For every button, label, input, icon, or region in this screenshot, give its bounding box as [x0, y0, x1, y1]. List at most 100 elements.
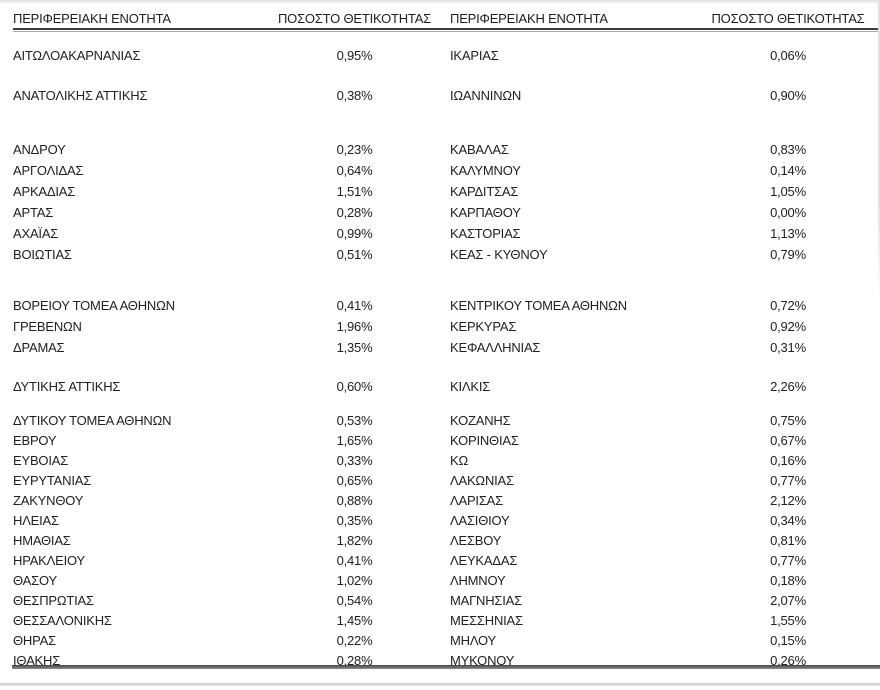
rate-cell: 0,65%	[336, 472, 373, 488]
table-row: ΙΩΑΝΝΙΝΩΝ 0,90%	[450, 75, 878, 115]
rate-cell: 0,33%	[336, 452, 373, 468]
region-cell: ΚΑΣΤΟΡΙΑΣ	[450, 226, 521, 241]
table-row: ΚΕΦΑΛΛΗΝΙΑΣ 0,31%	[450, 337, 878, 358]
region-cell: ΛΕΣΒΟΥ	[450, 532, 502, 548]
table-header-row: ΠΕΡΙΦΕΡΕΙΑΚΗ ΕΝΟΤΗΤΑ ΠΟΣΟΣΤΟ ΘΕΤΙΚΟΤΗΤΑΣ	[450, 0, 878, 33]
region-cell: ΙΩΑΝΝΙΝΩΝ	[450, 87, 522, 103]
table-row: ΖΑΚΥΝΘΟΥ 0,88%	[13, 490, 437, 510]
rate-cell: 0,54%	[336, 592, 373, 608]
row-group: ΙΚΑΡΙΑΣ 0,06% ΙΩΑΝΝΙΝΩΝ 0,90%	[450, 35, 878, 115]
rate-cell: 0,14%	[770, 163, 806, 178]
rate-cell: 2,07%	[770, 592, 806, 608]
region-cell: ΑΝΑΤΟΛΙΚΗΣ ΑΤΤΙΚΗΣ	[13, 87, 148, 103]
region-cell: ΚΟΡΙΝΘΙΑΣ	[450, 432, 519, 448]
region-cell: ΗΜΑΘΙΑΣ	[13, 532, 71, 548]
table-row: ΜΗΛΟΥ 0,15%	[450, 630, 878, 650]
rate-cell: 1,45%	[336, 612, 373, 628]
rate-cell: 0,15%	[770, 632, 806, 648]
table-row: ΚΩ 0,16%	[450, 450, 878, 470]
rate-cell: 0,92%	[770, 319, 806, 334]
row-group: ΔΥΤΙΚΗΣ ΑΤΤΙΚΗΣ 0,60%	[13, 376, 437, 397]
region-cell: ΛΗΜΝΟΥ	[450, 572, 506, 588]
region-cell: ΜΥΚΟΝΟΥ	[450, 652, 515, 668]
row-group: ΑΝΔΡΟΥ 0,23% ΑΡΓΟΛΙΔΑΣ 0,64% ΑΡΚΑΔΙΑΣ 1,…	[13, 139, 437, 265]
table-row: ΚΟΖΑΝΗΣ 0,75%	[450, 410, 878, 430]
rate-cell: 1,55%	[770, 612, 806, 628]
row-group: ΔΥΤΙΚΟΥ ΤΟΜΕΑ ΑΘΗΝΩΝ 0,53% ΕΒΡΟΥ 1,65% Ε…	[13, 410, 437, 670]
rate-cell: 0,60%	[336, 379, 373, 394]
table-row: ΕΥΡΥΤΑΝΙΑΣ 0,65%	[13, 470, 437, 490]
rate-cell: 0,95%	[336, 47, 373, 63]
table-row: ΚΕΡΚΥΡΑΣ 0,92%	[450, 316, 878, 337]
region-cell: ΑΙΤΩΛΟΑΚΑΡΝΑΝΙΑΣ	[13, 47, 141, 63]
region-cell: ΕΒΡΟΥ	[13, 432, 57, 448]
table-row: ΑΧΑΪΑΣ 0,99%	[13, 223, 437, 244]
table-row: ΛΕΣΒΟΥ 0,81%	[450, 530, 878, 550]
header-rule-dark	[13, 28, 878, 30]
region-cell: ΚΙΛΚΙΣ	[450, 379, 491, 394]
rate-cell: 0,72%	[770, 298, 806, 313]
rate-cell: 1,35%	[336, 340, 373, 355]
region-cell: ΓΡΕΒΕΝΩΝ	[13, 319, 82, 334]
table-header-row: ΠΕΡΙΦΕΡΕΙΑΚΗ ΕΝΟΤΗΤΑ ΠΟΣΟΣΤΟ ΘΕΤΙΚΟΤΗΤΑΣ	[13, 0, 437, 33]
region-cell: ΑΡΤΑΣ	[13, 205, 54, 220]
region-cell: ΘΕΣΠΡΩΤΙΑΣ	[13, 592, 94, 608]
rate-cell: 0,22%	[336, 632, 373, 648]
rate-cell: 0,35%	[336, 512, 373, 528]
row-group: ΑΙΤΩΛΟΑΚΑΡΝΑΝΙΑΣ 0,95% ΑΝΑΤΟΛΙΚΗΣ ΑΤΤΙΚΗ…	[13, 35, 437, 115]
region-cell: ΚΑΒΑΛΑΣ	[450, 142, 509, 157]
row-group: ΚΑΒΑΛΑΣ 0,83% ΚΑΛΥΜΝΟΥ 0,14% ΚΑΡΔΙΤΣΑΣ 1…	[450, 139, 878, 265]
rate-cell: 0,88%	[336, 492, 373, 508]
table-row: ΛΑΡΙΣΑΣ 2,12%	[450, 490, 878, 510]
rate-cell: 0,77%	[770, 472, 806, 488]
region-cell: ΚΑΡΔΙΤΣΑΣ	[450, 184, 519, 199]
rate-cell: 2,12%	[770, 492, 806, 508]
row-group: ΒΟΡΕΙΟΥ ΤΟΜΕΑ ΑΘΗΝΩΝ 0,41% ΓΡΕΒΕΝΩΝ 1,96…	[13, 295, 437, 358]
table-pane-left: ΠΕΡΙΦΕΡΕΙΑΚΗ ΕΝΟΤΗΤΑ ΠΟΣΟΣΤΟ ΘΕΤΙΚΟΤΗΤΑΣ…	[13, 0, 437, 670]
table-row: ΚΕΝΤΡΙΚΟΥ ΤΟΜΕΑ ΑΘΗΝΩΝ 0,72%	[450, 295, 878, 316]
table-row: ΚΑΣΤΟΡΙΑΣ 1,13%	[450, 223, 878, 244]
page-top-edge	[0, 0, 880, 3]
rate-column-header: ΠΟΣΟΣΤΟ ΘΕΤΙΚΟΤΗΤΑΣ	[277, 11, 432, 26]
region-cell: ΘΕΣΣΑΛΟΝΙΚΗΣ	[13, 612, 112, 628]
rate-cell: 0,83%	[770, 142, 806, 157]
rate-cell: 0,99%	[336, 226, 373, 241]
rate-cell: 1,82%	[336, 532, 373, 548]
table-pane-right: ΠΕΡΙΦΕΡΕΙΑΚΗ ΕΝΟΤΗΤΑ ΠΟΣΟΣΤΟ ΘΕΤΙΚΟΤΗΤΑΣ…	[450, 0, 878, 670]
region-cell: ΚΑΡΠΑΘΟΥ	[450, 205, 521, 220]
row-group: ΚΙΛΚΙΣ 2,26%	[450, 376, 878, 397]
rate-cell: 1,96%	[336, 319, 373, 334]
rate-cell: 1,51%	[336, 184, 373, 199]
table-row: ΛΗΜΝΟΥ 0,18%	[450, 570, 878, 590]
rate-cell: 0,79%	[770, 247, 806, 262]
rate-cell: 0,16%	[770, 452, 806, 468]
page-bottom-edge	[0, 683, 880, 686]
rate-cell: 0,18%	[770, 572, 806, 588]
region-column-header: ΠΕΡΙΦΕΡΕΙΑΚΗ ΕΝΟΤΗΤΑ	[450, 11, 608, 26]
rate-cell: 0,38%	[336, 87, 373, 103]
header-rule-light	[13, 31, 878, 32]
region-cell: ΚΩ	[450, 452, 468, 468]
table-row: ΑΙΤΩΛΟΑΚΑΡΝΑΝΙΑΣ 0,95%	[13, 35, 437, 75]
table-row: ΚΕΑΣ - ΚΥΘΝΟΥ 0,79%	[450, 244, 878, 265]
table-row: ΑΝΑΤΟΛΙΚΗΣ ΑΤΤΙΚΗΣ 0,38%	[13, 75, 437, 115]
table-row: ΘΕΣΣΑΛΟΝΙΚΗΣ 1,45%	[13, 610, 437, 630]
table-row: ΒΟΙΩΤΙΑΣ 0,51%	[13, 244, 437, 265]
region-cell: ΑΝΔΡΟΥ	[13, 142, 66, 157]
region-cell: ΚΕΦΑΛΛΗΝΙΑΣ	[450, 340, 541, 355]
table-row: ΓΡΕΒΕΝΩΝ 1,96%	[13, 316, 437, 337]
region-cell: ΚΟΖΑΝΗΣ	[450, 412, 511, 428]
table-row: ΜΑΓΝΗΣΙΑΣ 2,07%	[450, 590, 878, 610]
rate-cell: 0,77%	[770, 552, 806, 568]
table-row: ΜΕΣΣΗΝΙΑΣ 1,55%	[450, 610, 878, 630]
region-cell: ΛΑΣΙΘΙΟΥ	[450, 512, 510, 528]
rate-cell: 2,26%	[770, 379, 806, 394]
region-cell: ΙΚΑΡΙΑΣ	[450, 47, 499, 63]
rate-cell: 0,28%	[336, 205, 373, 220]
table-row: ΚΑΒΑΛΑΣ 0,83%	[450, 139, 878, 160]
rate-cell: 0,23%	[336, 142, 373, 157]
rate-cell: 0,51%	[336, 247, 373, 262]
rate-cell: 1,65%	[336, 432, 373, 448]
table-row: ΕΒΡΟΥ 1,65%	[13, 430, 437, 450]
